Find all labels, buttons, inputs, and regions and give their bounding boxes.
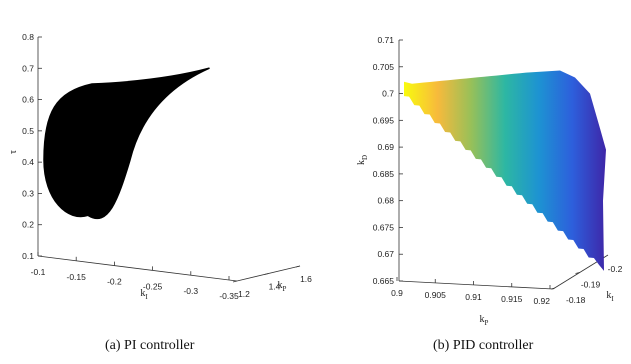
x-tick-label-a: -0.25	[143, 281, 163, 291]
z-tick-label-a: 0.7	[22, 63, 34, 73]
panel-b-pid-controller: 0.665 0.67 0.675 0.68 0.685 0.69 0.695 0.7 0.705…	[356, 35, 623, 327]
z-tick-label-b: 0.69	[377, 142, 394, 152]
z-tick-label-a: 0.3	[22, 188, 34, 198]
z-tick-label-a: 0.4	[22, 157, 34, 167]
z-tick-label-b: 0.675	[373, 222, 395, 232]
y-tick-a	[264, 273, 269, 275]
z-tick-label-a: 0.1	[22, 251, 34, 261]
y-tick-label-b: -0.18	[566, 295, 586, 305]
z-tick-label-a: 0.6	[22, 95, 34, 105]
svg-text:kI: kI	[140, 288, 148, 301]
y-tick-label-a: 1.6	[300, 274, 312, 284]
x-tick-label-a: -0.15	[67, 272, 87, 282]
z-axis-label-b: kD	[356, 155, 369, 165]
z-tick-label-a: 0.5	[22, 126, 34, 136]
y-tick-label-a: 1.2	[238, 289, 250, 299]
x-axis-label-b: kP	[480, 314, 489, 327]
x-tick-label-a: -0.3	[183, 286, 198, 296]
svg-text:kD: kD	[356, 155, 369, 165]
caption-a: (a) PI controller	[105, 338, 195, 353]
z-tick-label-b: 0.7	[382, 89, 394, 99]
z-tick-label-b: 0.68	[377, 196, 394, 206]
x-axis-b	[398, 280, 554, 290]
z-tick-label-b: 0.67	[377, 249, 394, 259]
y-tick-b	[575, 272, 580, 274]
y-tick-label-a: 1.4	[269, 282, 281, 292]
panel-a-pi-controller: 0.1 0.2 0.3 0.4 0.5 0.6 0.7 0.8 τ -0.1 -0.15 -0.2 -0…	[8, 32, 312, 301]
y-axis-label-b: kI	[606, 290, 614, 303]
y-tick-label-b: -0.19	[581, 280, 601, 290]
pi-feasible-region	[43, 67, 210, 220]
svg-text:τ: τ	[8, 150, 19, 154]
y-tick-label-b: -0.2	[608, 264, 623, 274]
x-tick-label-a: -0.1	[31, 267, 46, 277]
x-tick-label-b: 0.905	[425, 290, 447, 300]
y-tick-a	[232, 280, 238, 283]
x-axis-label-a: kI	[140, 288, 148, 301]
z-tick-label-b: 0.685	[373, 169, 395, 179]
y-tick-b	[550, 287, 556, 290]
x-axis-a	[37, 255, 238, 282]
x-tick-label-a: -0.35	[219, 291, 239, 301]
x-tick-label-a: -0.2	[107, 277, 122, 287]
pid-feasible-region	[404, 70, 606, 271]
y-tick-a	[295, 265, 301, 268]
y-axis-label-a: kP	[278, 280, 287, 293]
x-tick-label-b: 0.91	[465, 292, 482, 302]
z-tick-label-b: 0.665	[373, 276, 395, 286]
z-tick-label-b: 0.705	[373, 62, 395, 72]
z-axis-label-a: τ	[8, 150, 19, 154]
svg-text:kP: kP	[480, 314, 489, 327]
svg-text:kI: kI	[606, 290, 614, 303]
svg-text:kP: kP	[278, 280, 287, 293]
x-tick-label-b: 0.915	[501, 294, 523, 304]
z-tick-label-a: 0.2	[22, 220, 34, 230]
x-tick-label-b: 0.92	[533, 296, 550, 306]
x-tick-label-b: 0.9	[391, 288, 403, 298]
z-tick-label-b: 0.71	[377, 35, 394, 45]
z-tick-label-a: 0.8	[22, 32, 34, 42]
z-tick-label-b: 0.695	[373, 115, 395, 125]
caption-b: (b) PID controller	[433, 338, 534, 353]
